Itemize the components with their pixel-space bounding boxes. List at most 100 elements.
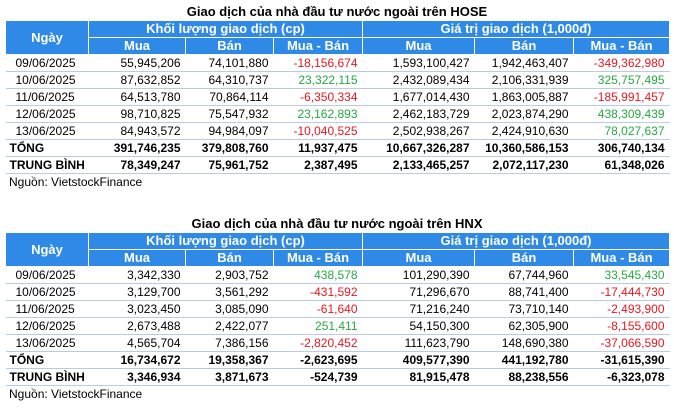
volume-sell-cell: 75,547,932 [185, 105, 274, 123]
gt-ban-total-cell: 10,360,586,153 [474, 139, 574, 157]
date-column-header: Ngày [5, 20, 89, 55]
kl-mua-total-cell: 3,346,934 [88, 368, 186, 386]
volume-net-cell: -10,040,525 [273, 122, 363, 140]
volume-sell-cell: 2,903,752 [185, 266, 274, 284]
volume-buy-cell: 98,710,825 [88, 105, 186, 123]
volume-buy-cell: 2,673,488 [88, 317, 186, 335]
value-sell-cell: 67,744,960 [474, 266, 574, 284]
value-buy-cell: 2,432,089,434 [362, 71, 475, 89]
table-row: 12/06/2025 98,710,825 75,547,932 23,162,893… [5, 105, 670, 123]
gt-net-total-cell: 306,740,134 [573, 139, 670, 157]
value-mua-header: Mua [362, 37, 476, 55]
value-net-cell: 325,757,495 [573, 71, 670, 89]
value-buy-cell: 2,462,183,729 [362, 105, 475, 123]
hose-section: Giao dịch của nhà đầu tư nước ngoài trên… [5, 3, 671, 190]
table-row: 13/06/2025 84,943,572 94,984,097 -10,040,52… [5, 122, 670, 140]
value-sell-cell: 148,690,380 [474, 334, 574, 352]
value-net-cell: -185,991,457 [573, 88, 670, 106]
table-row: 09/06/2025 55,945,206 74,101,880 -18,156,67… [5, 54, 670, 72]
table-row: 13/06/2025 4,565,704 7,386,156 -2,820,452 11… [5, 334, 670, 352]
volume-sell-cell: 7,386,156 [185, 334, 274, 352]
volume-mua-header: Mua [88, 249, 186, 267]
gt-ban-total-cell: 441,192,780 [474, 351, 574, 369]
hnx-section: Giao dịch của nhà đầu tư nước ngoài trên… [5, 215, 671, 402]
value-sell-cell: 62,305,900 [474, 317, 574, 335]
value-sell-cell: 88,741,400 [474, 283, 574, 301]
date-cell: 13/06/2025 [5, 334, 89, 352]
volume-sell-cell: 64,310,737 [185, 71, 274, 89]
volume-net-cell: 438,578 [273, 266, 363, 284]
table-header-row: Ngày Khối lượng giao dịch (cp) Giá trị gia… [5, 232, 671, 267]
average-row: TRUNG BÌNH 78,349,247 75,961,752 2,387,495 2… [5, 156, 670, 174]
value-mua-header: Mua [362, 249, 476, 267]
kl-net-total-cell: -2,623,695 [273, 351, 363, 369]
value-buy-cell: 111,623,790 [362, 334, 475, 352]
table-subheader-row: Mua Bán Mua - Bán Mua Bán Mua - Bán [6, 37, 671, 55]
volume-sell-cell: 3,085,090 [185, 300, 274, 318]
volume-net-cell: -18,156,674 [273, 54, 363, 72]
table-row: 10/06/2025 87,632,852 64,310,737 23,322,115… [5, 71, 670, 89]
volume-sell-cell: 94,984,097 [185, 122, 274, 140]
value-net-cell: -349,362,980 [573, 54, 670, 72]
table-row: 11/06/2025 3,023,450 3,085,090 -61,640 71,21… [5, 300, 670, 318]
kl-net-total-cell: 11,937,475 [273, 139, 363, 157]
date-column-header: Ngày [5, 232, 89, 267]
volume-buy-cell: 4,565,704 [88, 334, 186, 352]
hose-table: Ngày Khối lượng giao dịch (cp) Giá trị gia… [5, 20, 671, 174]
volume-net-cell: 23,322,115 [273, 71, 363, 89]
date-cell: 12/06/2025 [5, 317, 89, 335]
gt-ban-total-cell: 88,238,556 [474, 368, 574, 386]
gt-mua-total-cell: 2,133,465,257 [362, 156, 475, 174]
value-ban-header: Bán [474, 249, 575, 267]
source-note: Nguồn: VietstockFinance [9, 387, 143, 401]
value-buy-cell: 101,290,390 [362, 266, 475, 284]
kl-ban-total-cell: 379,808,760 [185, 139, 274, 157]
value-buy-cell: 71,216,240 [362, 300, 475, 318]
volume-sell-cell: 74,101,880 [185, 54, 274, 72]
row-label-cell: TỔNG [5, 139, 89, 157]
gt-mua-total-cell: 409,577,390 [362, 351, 475, 369]
volume-net-cell: 23,162,893 [273, 105, 363, 123]
volume-net-cell: 251,411 [273, 317, 363, 335]
value-group-header: Giá trị giao dịch (1,000đ) [362, 232, 671, 250]
row-label-cell: TRUNG BÌNH [5, 368, 89, 386]
value-sell-cell: 2,424,910,630 [474, 122, 574, 140]
volume-net-cell: -2,820,452 [273, 334, 363, 352]
kl-net-total-cell: 2,387,495 [273, 156, 363, 174]
hnx-table-title: Giao dịch của nhà đầu tư nước ngoài trên… [191, 216, 483, 231]
kl-mua-total-cell: 16,734,672 [88, 351, 186, 369]
value-sell-cell: 73,710,140 [474, 300, 574, 318]
date-cell: 09/06/2025 [5, 266, 89, 284]
gt-net-total-cell: -31,615,390 [573, 351, 670, 369]
gt-mua-total-cell: 10,667,326,287 [362, 139, 475, 157]
volume-net-cell: -6,350,334 [273, 88, 363, 106]
table-row: 10/06/2025 3,129,700 3,561,292 -431,592 71,2… [5, 283, 670, 301]
value-buy-cell: 1,593,100,427 [362, 54, 475, 72]
date-cell: 11/06/2025 [5, 88, 89, 106]
volume-buy-cell: 55,945,206 [88, 54, 186, 72]
value-ban-header: Bán [474, 37, 575, 55]
value-buy-cell: 54,150,300 [362, 317, 475, 335]
value-net-header: Mua - Bán [573, 249, 671, 267]
source-note: Nguồn: VietstockFinance [9, 175, 143, 189]
volume-buy-cell: 3,129,700 [88, 283, 186, 301]
value-net-cell: 78,027,637 [573, 122, 670, 140]
volume-sell-cell: 3,561,292 [185, 283, 274, 301]
date-cell: 12/06/2025 [5, 105, 89, 123]
kl-mua-total-cell: 78,349,247 [88, 156, 186, 174]
value-buy-cell: 1,677,014,430 [362, 88, 475, 106]
table-header-row: Ngày Khối lượng giao dịch (cp) Giá trị gia… [5, 20, 671, 55]
table-subheader-row: Mua Bán Mua - Bán Mua Bán Mua - Bán [6, 249, 671, 267]
gt-net-total-cell: -6,323,078 [573, 368, 670, 386]
value-net-header: Mua - Bán [573, 37, 671, 55]
value-buy-cell: 71,296,670 [362, 283, 475, 301]
date-cell: 11/06/2025 [5, 300, 89, 318]
value-net-cell: -8,155,600 [573, 317, 670, 335]
volume-buy-cell: 3,342,330 [88, 266, 186, 284]
volume-net-header: Mua - Bán [272, 37, 364, 55]
row-label-cell: TỔNG [5, 351, 89, 369]
hose-table-title: Giao dịch của nhà đầu tư nước ngoài trên… [186, 4, 488, 19]
volume-sell-cell: 70,864,114 [185, 88, 274, 106]
gt-mua-total-cell: 81,915,478 [362, 368, 475, 386]
value-sell-cell: 1,863,005,887 [474, 88, 574, 106]
